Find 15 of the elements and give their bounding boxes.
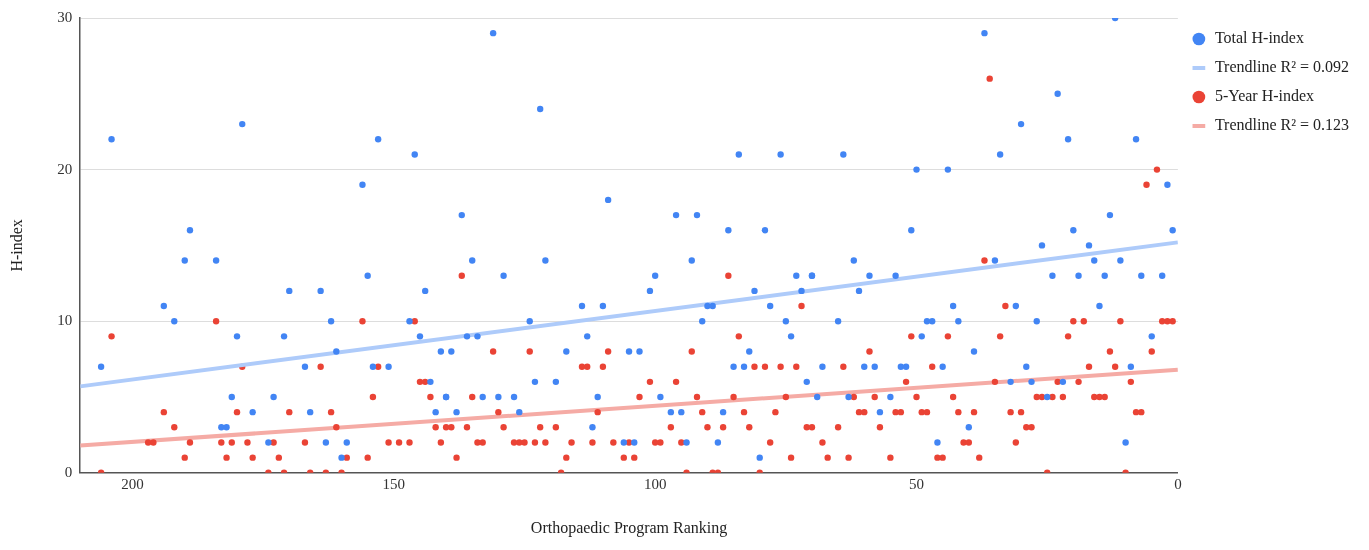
- x-tick-label: 100: [643, 475, 667, 492]
- y-axis-title: H-index: [7, 219, 25, 272]
- x-tick-label: 0: [1174, 475, 1182, 492]
- y-tick-label: 10: [57, 312, 73, 329]
- y-tick-label: 0: [64, 463, 73, 480]
- y-tick-label: 20: [57, 160, 73, 177]
- legend-label: 5-Year H-index: [1214, 87, 1315, 105]
- x-tick-label: 200: [121, 475, 144, 492]
- x-tick-label: 50: [909, 475, 925, 492]
- legend-label: Trendline R² = 0.092: [1214, 58, 1349, 76]
- x-axis-title: Orthopaedic Program Ranking: [530, 518, 728, 537]
- x-tick-label: 150: [382, 475, 406, 492]
- y-tick-label: 30: [57, 8, 73, 25]
- legend-label: Trendline R² = 0.123: [1214, 116, 1349, 134]
- legend-label: Total H-index: [1214, 29, 1304, 47]
